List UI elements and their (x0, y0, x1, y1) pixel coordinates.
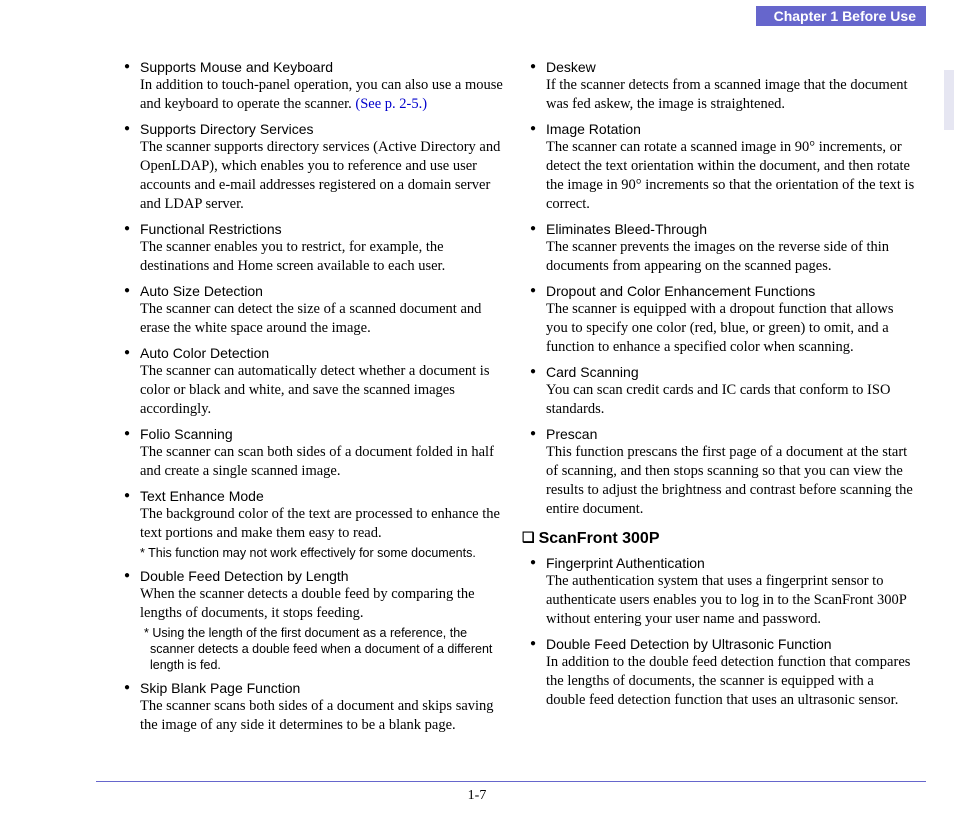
feature-note: * This function may not work effectively… (140, 545, 510, 561)
feature-item: Folio Scanning The scanner can scan both… (116, 425, 510, 481)
feature-item: Auto Size Detection The scanner can dete… (116, 282, 510, 338)
feature-title: Functional Restrictions (140, 220, 510, 238)
feature-body: The authentication system that uses a fi… (546, 572, 916, 629)
page-number: 1-7 (0, 788, 954, 804)
feature-item: Supports Directory Services The scanner … (116, 120, 510, 214)
section-title: ScanFront 300P (539, 530, 660, 547)
section-heading: ❏ScanFront 300P (522, 529, 916, 548)
feature-body: The scanner can automatically detect whe… (140, 362, 510, 419)
body-text: In addition to touch-panel operation, yo… (140, 77, 503, 112)
feature-title: Double Feed Detection by Ultrasonic Func… (546, 635, 916, 653)
feature-note: * Using the length of the first document… (140, 625, 510, 673)
feature-item: Supports Mouse and Keyboard In addition … (116, 58, 510, 114)
feature-item: Image Rotation The scanner can rotate a … (522, 120, 916, 214)
feature-title: Fingerprint Authentication (546, 554, 916, 572)
feature-body: The scanner can scan both sides of a doc… (140, 443, 510, 481)
feature-title: Eliminates Bleed-Through (546, 220, 916, 238)
feature-title: Auto Color Detection (140, 344, 510, 362)
feature-title: Supports Mouse and Keyboard (140, 58, 510, 76)
feature-item: Dropout and Color Enhancement Functions … (522, 282, 916, 357)
page-content: Supports Mouse and Keyboard In addition … (116, 58, 916, 741)
feature-body: You can scan credit cards and IC cards t… (546, 381, 916, 419)
footer-rule (96, 781, 926, 782)
see-link[interactable]: (See p. 2-5.) (355, 96, 427, 112)
feature-title: Text Enhance Mode (140, 487, 510, 505)
feature-item: Deskew If the scanner detects from a sca… (522, 58, 916, 114)
feature-item: Text Enhance Mode The background color o… (116, 487, 510, 561)
feature-title: Auto Size Detection (140, 282, 510, 300)
left-column: Supports Mouse and Keyboard In addition … (116, 58, 510, 741)
feature-title: Image Rotation (546, 120, 916, 138)
feature-item: Double Feed Detection by Ultrasonic Func… (522, 635, 916, 710)
feature-title: Skip Blank Page Function (140, 679, 510, 697)
feature-body: In addition to the double feed detection… (546, 653, 916, 710)
feature-item: Skip Blank Page Function The scanner sca… (116, 679, 510, 735)
feature-item: Auto Color Detection The scanner can aut… (116, 344, 510, 419)
feature-body: In addition to touch-panel operation, yo… (140, 76, 510, 114)
feature-body: If the scanner detects from a scanned im… (546, 76, 916, 114)
feature-body: The scanner is equipped with a dropout f… (546, 300, 916, 357)
feature-body: The scanner prevents the images on the r… (546, 238, 916, 276)
feature-title: Card Scanning (546, 363, 916, 381)
feature-title: Double Feed Detection by Length (140, 567, 510, 585)
feature-body: The scanner supports directory services … (140, 138, 510, 214)
feature-body: The background color of the text are pro… (140, 505, 510, 543)
feature-item: Functional Restrictions The scanner enab… (116, 220, 510, 276)
feature-body: The scanner scans both sides of a docume… (140, 697, 510, 735)
feature-title: Supports Directory Services (140, 120, 510, 138)
side-tab (944, 70, 954, 130)
feature-item: Double Feed Detection by Length When the… (116, 567, 510, 673)
right-column: Deskew If the scanner detects from a sca… (522, 58, 916, 741)
feature-body: The scanner can rotate a scanned image i… (546, 138, 916, 214)
feature-body: This function prescans the first page of… (546, 443, 916, 519)
feature-body: When the scanner detects a double feed b… (140, 585, 510, 623)
feature-title: Folio Scanning (140, 425, 510, 443)
feature-item: Eliminates Bleed-Through The scanner pre… (522, 220, 916, 276)
feature-body: The scanner can detect the size of a sca… (140, 300, 510, 338)
feature-title: Deskew (546, 58, 916, 76)
feature-item: Prescan This function prescans the first… (522, 425, 916, 519)
feature-item: Fingerprint Authentication The authentic… (522, 554, 916, 629)
feature-title: Dropout and Color Enhancement Functions (546, 282, 916, 300)
feature-title: Prescan (546, 425, 916, 443)
feature-item: Card Scanning You can scan credit cards … (522, 363, 916, 419)
feature-body: The scanner enables you to restrict, for… (140, 238, 510, 276)
section-marker-icon: ❏ (522, 529, 535, 545)
chapter-header: Chapter 1 Before Use (756, 6, 926, 26)
